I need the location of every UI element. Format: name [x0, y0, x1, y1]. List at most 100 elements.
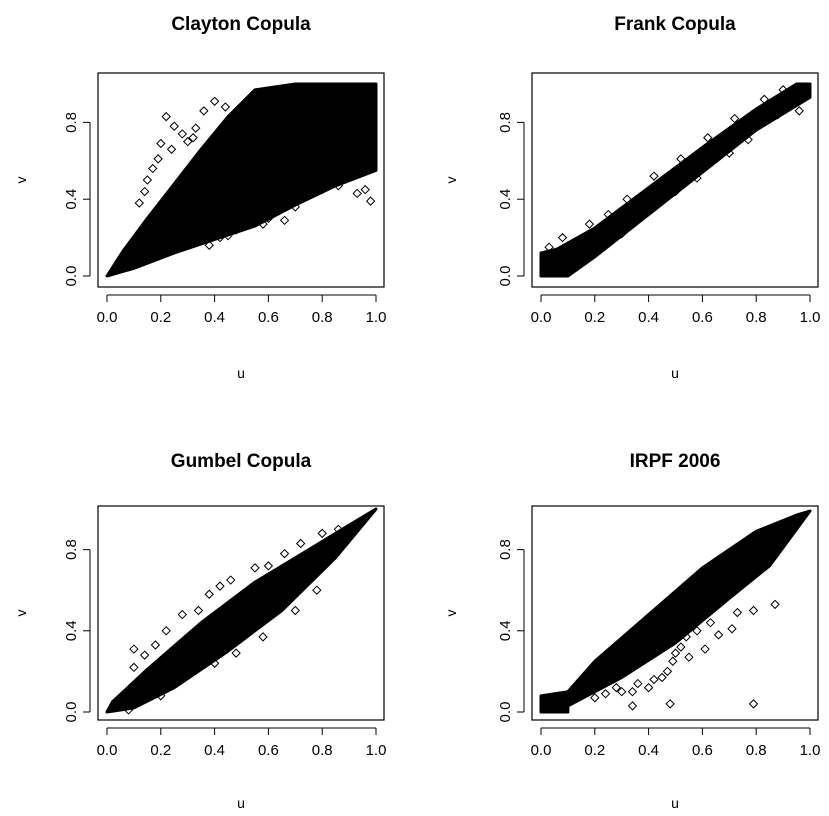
scatter-point — [177, 129, 188, 139]
y-tick-label: 0.4 — [497, 620, 514, 641]
scatter-point — [576, 240, 587, 250]
x-tick-label: 0.6 — [258, 742, 279, 759]
scatter-point — [134, 198, 144, 208]
scatter-point — [139, 186, 150, 197]
scatter-point — [684, 652, 694, 662]
chart-panel-2: Frank Copula 0.0 0.2 0.4 0.6 0.8 1.0 0.0 0.4 0.8 u… — [443, 14, 820, 381]
chart-title: IRPF 2006 — [630, 451, 721, 472]
scatter-point — [150, 640, 161, 650]
dense-point-cloud — [539, 82, 812, 278]
scatter-point — [226, 575, 236, 585]
x-tick-label: 0.2 — [584, 309, 605, 326]
scatter-point — [129, 662, 139, 673]
y-tick-label: 0.8 — [63, 112, 80, 133]
scatter-point — [209, 658, 220, 668]
x-tick-label: 0.4 — [204, 309, 225, 326]
scatter-point — [258, 219, 268, 229]
scatter-point — [584, 219, 595, 229]
scatter-point — [600, 689, 611, 699]
x-axis-label: u — [237, 795, 245, 811]
x-tick-label: 1.0 — [800, 309, 821, 326]
y-axis-label: v — [13, 177, 29, 184]
y-tick-label: 0.4 — [497, 189, 514, 210]
chart-panel-4: IRPF 2006 0.0 0.2 0.4 0.6 0.8 1.0 0.0 0.4 0.8 u v — [443, 451, 820, 811]
x-tick-label: 0.2 — [150, 309, 171, 326]
plot-frame — [97, 72, 385, 288]
plot-frame — [531, 72, 819, 288]
scatter-point — [692, 173, 702, 183]
scatter-point — [770, 599, 780, 610]
scatter-point — [317, 184, 327, 195]
x-tick-label: 0.2 — [584, 742, 605, 759]
scatter-point — [156, 138, 166, 149]
scatter-point — [199, 106, 209, 116]
scatter-point — [759, 94, 769, 105]
scatter-point — [627, 686, 638, 697]
scatter-point — [274, 206, 284, 216]
scatter-point — [333, 181, 344, 191]
x-tick-label: 1.0 — [366, 742, 387, 759]
scatter-point — [662, 666, 673, 677]
x-tick-label: 0.4 — [638, 742, 659, 759]
scatter-point — [748, 699, 759, 709]
scatter-point — [657, 672, 667, 683]
scatter-point — [729, 113, 740, 124]
scatter-point — [220, 102, 231, 112]
scatter-point — [622, 194, 632, 204]
scatter-point — [269, 207, 279, 218]
scatter-point — [182, 136, 193, 147]
scatter-point — [670, 648, 681, 658]
scatter-point — [668, 656, 678, 666]
scatter-point — [773, 110, 783, 120]
scatter-point — [279, 215, 290, 226]
dense-point-cloud — [105, 507, 378, 714]
scatter-point — [123, 705, 134, 715]
scatter-point — [263, 213, 274, 224]
scatter-point — [295, 538, 306, 549]
scatter-point — [590, 693, 600, 703]
scatter-point — [231, 648, 241, 658]
scatter-point — [304, 190, 314, 201]
scatter-point — [215, 232, 225, 243]
chart-title: Clayton Copula — [171, 14, 311, 35]
scatter-point — [204, 240, 214, 250]
plot-frame — [97, 505, 385, 721]
scatter-point — [242, 217, 252, 227]
scatter-point — [616, 686, 627, 697]
scatter-point — [649, 674, 659, 685]
scatter-point — [360, 184, 370, 195]
y-tick-label: 0.0 — [497, 702, 514, 723]
scatter-point — [193, 605, 204, 616]
scatter-point — [676, 642, 686, 652]
scatter-point — [193, 236, 204, 247]
y-axis-label: v — [443, 610, 459, 617]
scatter-point — [339, 171, 349, 181]
x-tick-label: 0.0 — [97, 309, 118, 326]
y-tick-label: 0.8 — [63, 539, 80, 560]
scatter-point — [231, 225, 241, 235]
scatter-point — [317, 528, 327, 539]
y-tick-label: 0.4 — [63, 189, 80, 210]
chart-title: Gumbel Copula — [171, 451, 312, 472]
scatter-point — [732, 607, 743, 618]
scatter-point — [279, 548, 290, 559]
x-tick-label: 1.0 — [366, 309, 387, 326]
x-tick-label: 0.4 — [204, 742, 225, 759]
scatter-point — [290, 202, 301, 212]
scatter-point — [177, 609, 188, 620]
scatter-point — [665, 699, 675, 709]
scatter-point — [700, 644, 710, 654]
scatter-point — [713, 630, 724, 640]
scatter-point — [643, 682, 654, 693]
x-tick-label: 0.4 — [638, 309, 659, 326]
scatter-point — [252, 211, 263, 222]
scatter-point — [139, 650, 150, 660]
scatter-point — [549, 267, 560, 277]
scatter-point — [352, 188, 362, 199]
scatter-point — [633, 213, 643, 224]
x-tick-label: 0.8 — [746, 309, 767, 326]
x-tick-label: 0.6 — [692, 309, 713, 326]
scatter-point — [692, 626, 702, 636]
scatter-point — [188, 133, 198, 143]
